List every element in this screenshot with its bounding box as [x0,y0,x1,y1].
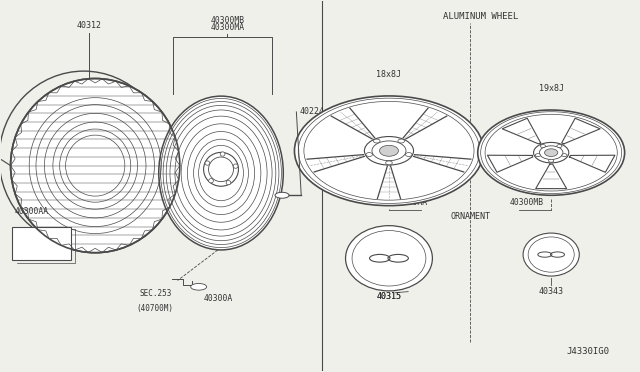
Ellipse shape [220,152,225,156]
Ellipse shape [535,154,540,157]
Ellipse shape [557,145,562,148]
Ellipse shape [233,164,238,168]
Text: ORNAMENT: ORNAMENT [450,212,490,221]
Ellipse shape [159,96,284,250]
Ellipse shape [540,146,563,160]
Text: J4330IG0: J4330IG0 [566,347,610,356]
Ellipse shape [545,149,558,157]
Text: 40315: 40315 [376,292,401,301]
Ellipse shape [0,71,168,245]
Bar [12,227,71,260]
Text: 40300MA: 40300MA [211,23,244,32]
Text: 18x8J: 18x8J [376,70,401,79]
Ellipse shape [366,153,372,157]
Ellipse shape [372,141,406,161]
Ellipse shape [523,233,579,276]
Ellipse shape [548,159,554,162]
Text: 19x8J: 19x8J [539,84,564,93]
Text: 40312: 40312 [76,20,101,30]
Text: 40224: 40224 [300,108,324,116]
Ellipse shape [380,145,399,156]
Ellipse shape [204,153,239,186]
Text: (40700M): (40700M) [137,304,173,313]
Text: 40300AA: 40300AA [14,207,49,216]
Ellipse shape [294,96,483,206]
Ellipse shape [11,78,180,253]
Ellipse shape [374,139,380,143]
Ellipse shape [275,192,289,198]
Text: 40315: 40315 [376,292,401,301]
Text: 40300A: 40300A [204,294,233,303]
Ellipse shape [364,137,413,165]
Ellipse shape [226,180,231,185]
Ellipse shape [205,161,210,165]
Ellipse shape [477,110,625,195]
Ellipse shape [346,226,433,291]
Ellipse shape [398,139,404,143]
Ellipse shape [540,145,545,148]
Ellipse shape [209,157,234,182]
Text: ALUMINUM WHEEL: ALUMINUM WHEEL [444,12,518,21]
Ellipse shape [191,283,207,290]
Ellipse shape [562,154,567,157]
Ellipse shape [405,153,412,157]
Text: SEC.253: SEC.253 [139,289,172,298]
Text: 40300MA: 40300MA [394,198,428,207]
Ellipse shape [386,161,392,165]
Text: 40300MB: 40300MB [509,198,544,207]
Text: 40300MB: 40300MB [211,16,244,25]
Ellipse shape [534,142,569,163]
Text: 40343: 40343 [539,287,564,296]
Ellipse shape [209,179,213,183]
